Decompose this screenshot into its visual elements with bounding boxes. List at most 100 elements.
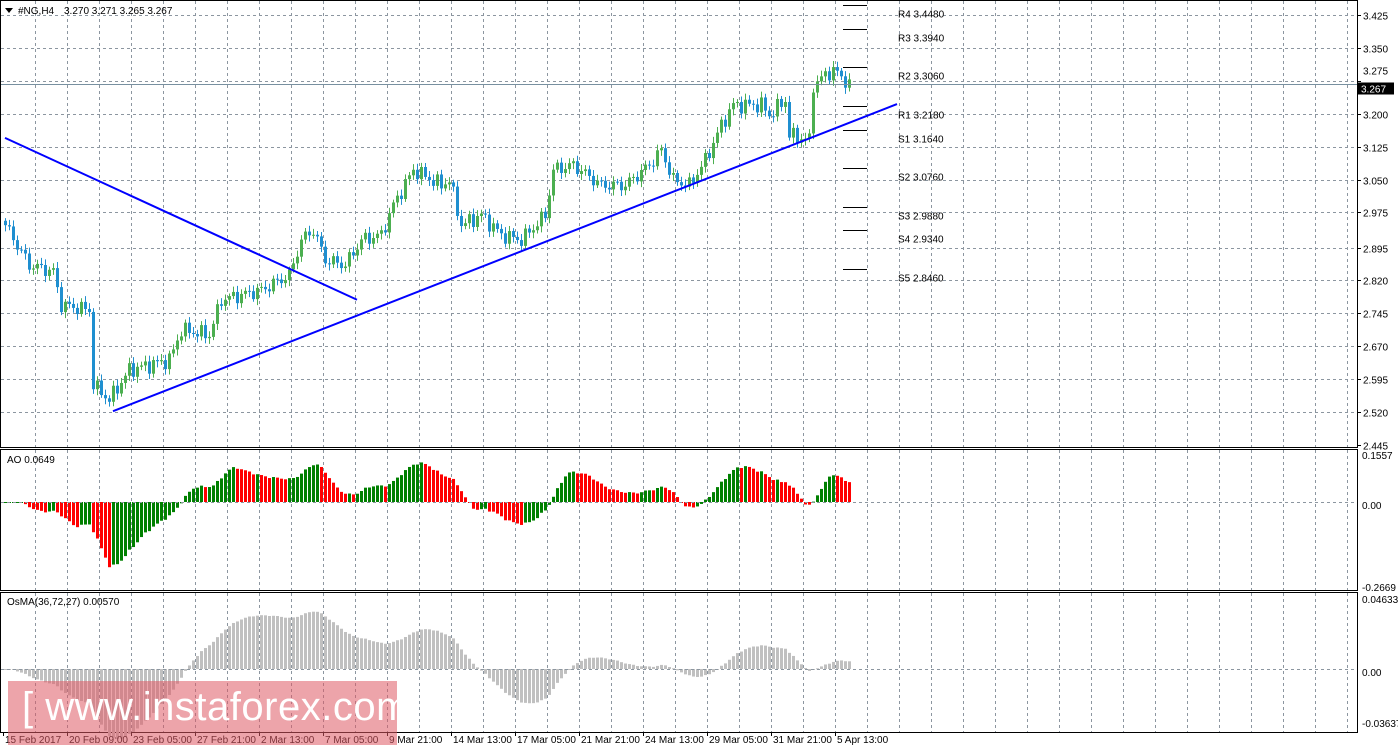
osma-bar [36, 669, 39, 680]
osma-bar [608, 659, 611, 669]
ao-bar [128, 502, 131, 550]
ao-bar [244, 470, 247, 502]
ao-bar [656, 488, 659, 502]
osma-bar [256, 615, 259, 669]
candle-bear [416, 169, 419, 180]
candle-bull [140, 365, 143, 367]
osma-bar [784, 648, 787, 669]
candle-bear [780, 98, 783, 107]
osma-bar [4, 669, 7, 670]
candle-bear [192, 332, 195, 335]
ao-bar [540, 502, 543, 513]
candle-bear [236, 291, 239, 304]
ao-bar [488, 502, 491, 512]
candle-bear [132, 363, 135, 377]
candle-bull [376, 233, 379, 239]
ao-bar [816, 495, 819, 502]
ao-bar [604, 486, 607, 502]
candle-bull [228, 296, 231, 300]
osma-bar [508, 669, 511, 696]
ao-bar [432, 469, 435, 502]
ao-bar [532, 502, 535, 521]
osma-panel-frame [0, 592, 1358, 733]
ao-bar [364, 487, 367, 502]
osma-bar [816, 668, 819, 670]
ao-bar [108, 502, 111, 568]
ao-bar [4, 502, 7, 503]
ao-bar [132, 502, 135, 548]
ao-bar [324, 472, 327, 502]
candle-bull [128, 363, 131, 376]
osma-bar [704, 669, 707, 676]
ao-bar [772, 480, 775, 502]
osma-bar [396, 640, 399, 669]
candle-bull [468, 214, 471, 224]
osma-bar [240, 619, 243, 669]
candle-bear [616, 181, 619, 183]
candle-bear [108, 398, 111, 402]
candle-bull [704, 153, 707, 167]
osma-bar [196, 656, 199, 669]
candle-bull [124, 375, 127, 383]
candle-bull [52, 268, 55, 270]
ao-bar [752, 468, 755, 502]
candle-bear [528, 228, 531, 233]
ao-bar [580, 473, 583, 502]
osma-bar [204, 648, 207, 669]
osma-bar [712, 669, 715, 673]
candle-bull [160, 360, 163, 362]
ao-bar [144, 502, 147, 533]
ao-bar [612, 489, 615, 502]
ao-bar [672, 492, 675, 502]
osma-bar [484, 669, 487, 674]
ao-bar [304, 469, 307, 502]
ao-bar [460, 491, 463, 502]
candle-bull [572, 161, 575, 164]
osma-bar [680, 669, 683, 673]
osma-bar [592, 657, 595, 669]
candle-bull [760, 97, 763, 113]
osma-bar [400, 639, 403, 669]
ao-bar [544, 502, 547, 511]
candle-bear [496, 223, 499, 229]
candle-bull [396, 195, 399, 203]
osma-bar [416, 631, 419, 669]
candle-bull [640, 170, 643, 182]
candle-bear [24, 249, 27, 254]
osma-bar [520, 669, 523, 703]
pivot-label: R3 3.3940 [898, 34, 945, 45]
candles [4, 60, 851, 407]
osma-bar [364, 638, 367, 669]
ao-bar [80, 502, 83, 525]
ao-bar [56, 502, 59, 513]
ao-bar [340, 491, 343, 502]
ao-bar [344, 493, 347, 502]
osma-bar [64, 669, 67, 693]
candle-bull [548, 195, 551, 219]
ao-bar [168, 502, 171, 516]
candle-bull [412, 169, 415, 176]
candle-bear [748, 99, 751, 104]
osma-bar [412, 632, 415, 669]
osma-bar [808, 669, 811, 671]
candle-bull [304, 231, 307, 240]
candle-bull [728, 109, 731, 127]
ao-bar [220, 478, 223, 502]
osma-bar [476, 667, 479, 669]
candle-bull [564, 169, 567, 173]
candle-bear [328, 263, 331, 265]
ao-bar [512, 502, 515, 523]
osma-bar [308, 612, 311, 669]
osma-bar [624, 663, 627, 669]
osma-bar [708, 669, 711, 675]
ao-bar [832, 475, 835, 502]
osma-bar [848, 661, 851, 669]
candle-bull [260, 286, 263, 288]
ao-bar [792, 487, 795, 502]
osma-bar [220, 633, 223, 669]
ao-bar [44, 502, 47, 513]
candle-bear [76, 307, 79, 315]
time-label: 17 Mar 05:00 [517, 735, 576, 746]
osma-bar [552, 669, 555, 689]
